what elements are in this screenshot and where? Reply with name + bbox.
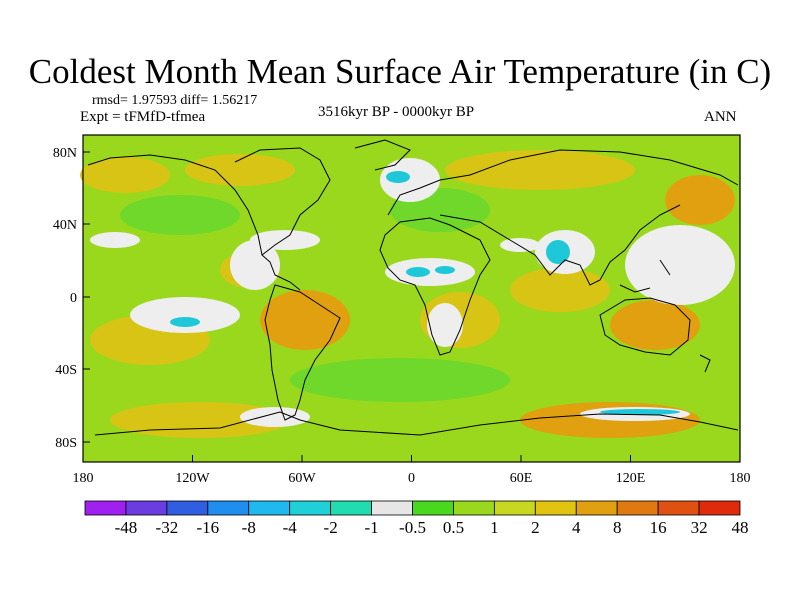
coastline-indonesia: [619, 259, 671, 293]
colorbar-swatch: [207, 500, 250, 516]
lon-tick-label: 0: [408, 471, 415, 486]
coastlines: [87, 139, 739, 436]
colorbar-label: -16: [196, 518, 220, 537]
region-orange-brazil: [260, 290, 350, 350]
lat-tick-label: 80N: [53, 146, 77, 161]
colorbar-swatch: [166, 500, 209, 516]
colorbar-swatch: [698, 500, 741, 516]
region-white-south-atlantic: [427, 303, 463, 347]
colorbar-swatch: [412, 500, 454, 516]
chart-title: Coldest Month Mean Surface Air Temperatu…: [28, 52, 772, 91]
region-white-scandinavia: [380, 158, 440, 202]
colorbar-label: -1: [364, 518, 379, 537]
region-cyan-sahel-east: [435, 266, 455, 274]
region-orange-kamchatka: [665, 175, 735, 225]
colorbar-label: -0.5: [399, 518, 426, 537]
region-white-arabia: [500, 238, 540, 252]
lon-tick-label: 120W: [175, 471, 210, 486]
lon-tick-label: 120E: [616, 471, 646, 486]
colorbar-swatch: [330, 500, 372, 516]
region-gold-nw-pacific: [80, 157, 170, 193]
colorbar: [84, 500, 741, 516]
coastline-eurasia-north: [387, 149, 739, 216]
region-cyan-sahel-west: [406, 267, 430, 277]
region-gold-southern-ocean-west: [110, 402, 290, 438]
colorbar-swatch: [84, 500, 127, 516]
lon-tick-label: 180: [730, 471, 751, 486]
stats-label: rmsd= 1.97593 diff= 1.56217: [92, 93, 258, 108]
colorbar-label: 0.5: [442, 518, 465, 537]
colorbar-label: 1: [490, 518, 499, 537]
colorbar-label: 4: [572, 518, 581, 537]
lon-tick-label: 60W: [288, 471, 316, 486]
region-cyan-india: [546, 240, 570, 264]
region-cyan-east-pacific: [170, 317, 200, 327]
region-cyan-east-antarctic: [600, 409, 680, 415]
colorbar-swatch: [125, 500, 168, 516]
lat-tick-label: 40N: [53, 218, 77, 233]
colorbar-swatch: [453, 500, 495, 516]
lon-tick-label: 180: [73, 471, 94, 486]
colorbar-swatch: [534, 500, 577, 516]
lon-tick-label: 60E: [510, 471, 533, 486]
colorbar-label: 48: [731, 518, 749, 537]
region-gold-indian-ocean: [510, 268, 610, 312]
colorbar-label: -32: [155, 518, 179, 537]
lat-tick-label: 0: [70, 291, 77, 306]
colorbar-label: 8: [612, 518, 622, 537]
coastline-africa: [379, 217, 491, 356]
lat-tick-label: 80S: [55, 436, 77, 451]
region-orange-australia: [610, 300, 700, 350]
coastline-canada-east: [234, 147, 331, 256]
colorbar-swatch: [616, 500, 659, 516]
latitude-axis: 80N 40N 0 40S 80S: [53, 146, 90, 451]
season-label: ANN: [704, 109, 737, 125]
coastline-south-america: [264, 284, 341, 421]
colorbar-label: -8: [241, 518, 256, 537]
region-green-pacific: [120, 195, 240, 235]
colorbar-label: -4: [282, 518, 297, 537]
coastline-north-america: [87, 154, 301, 291]
coastline-australia: [599, 297, 691, 356]
colorbar-label: 32: [690, 518, 708, 537]
colorbar-swatch: [248, 500, 291, 516]
region-white-caribbean: [230, 240, 280, 290]
coastline-new-zealand: [699, 354, 711, 373]
colorbar-label: 16: [649, 518, 667, 537]
colorbar-swatch: [493, 500, 536, 516]
region-gold-north-america: [185, 154, 295, 186]
colorbar-label: 2: [531, 518, 540, 537]
colorbar-swatch: [371, 500, 413, 516]
coastline-asia-south: [439, 204, 681, 286]
region-white-pacific-small: [90, 232, 140, 248]
lat-tick-label: 40S: [55, 363, 77, 378]
colorbar-swatch: [575, 500, 618, 516]
colorbar-swatch: [657, 500, 700, 516]
map-field: [80, 134, 741, 463]
colorbar-label: -2: [323, 518, 338, 537]
colorbar-swatch: [289, 500, 332, 516]
region-green-south-atlantic: [290, 358, 510, 402]
region-white-weddell: [240, 407, 310, 427]
colorbar-label: -48: [114, 518, 138, 537]
longitude-axis: 180 120W 60W 0 60E 120E 180: [73, 455, 751, 486]
region-gold-siberia: [445, 150, 635, 190]
experiment-label: Expt = tFMfD-tfmea: [80, 109, 206, 125]
region-white-west-pacific: [625, 225, 735, 305]
coastline-greenland: [354, 139, 411, 171]
region-white-east-pacific: [130, 297, 240, 333]
anomaly-regions: [80, 150, 735, 438]
period-label: 3516kyr BP - 0000kyr BP: [318, 104, 475, 120]
coastline-antarctica: [94, 411, 739, 436]
region-cyan-scandinavia: [386, 171, 410, 183]
